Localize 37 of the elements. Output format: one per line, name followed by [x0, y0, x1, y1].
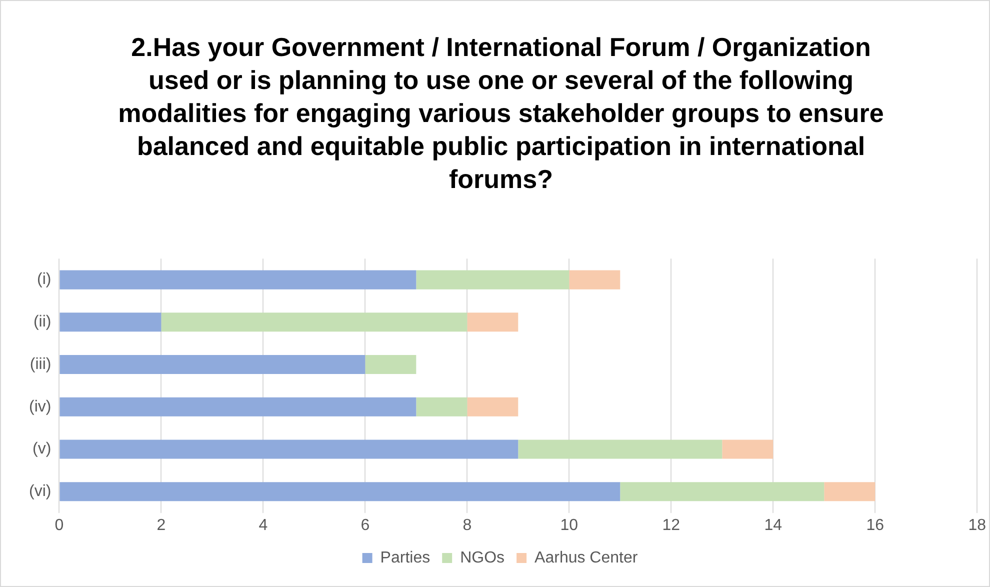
x-tick-label: 18: [968, 516, 986, 534]
bar: [416, 397, 468, 416]
bar: [824, 482, 876, 502]
y-tick-label: (ii): [33, 314, 52, 331]
bar: [467, 397, 518, 416]
legend-label: Parties: [380, 549, 430, 566]
x-tick-label: 4: [258, 516, 268, 534]
x-tick-label: 16: [866, 516, 884, 534]
x-tick-label: 6: [360, 516, 370, 534]
bar: [60, 312, 162, 332]
legend-label: Aarhus Center: [534, 549, 638, 566]
bar: [467, 312, 518, 332]
bar: [620, 482, 824, 502]
bar: [722, 440, 774, 459]
bar: [518, 440, 722, 459]
bar: [569, 270, 620, 290]
y-tick-label: (iii): [30, 356, 52, 373]
bar: [60, 482, 620, 502]
bar: [60, 354, 366, 374]
x-tick-label: 0: [54, 516, 64, 534]
bar: [416, 270, 570, 290]
x-tick-label: 2: [156, 516, 166, 534]
x-tick-label: 10: [560, 516, 578, 534]
bar: [161, 312, 468, 332]
bar: [365, 354, 416, 374]
y-tick-label: (vi): [28, 483, 52, 500]
y-tick-label: (iv): [28, 398, 52, 416]
legend-label: NGOs: [460, 549, 505, 566]
x-tick-label: 12: [662, 516, 680, 534]
x-tick-label: 8: [462, 516, 472, 534]
y-tick-label: (i): [36, 271, 52, 288]
chart-title: 2.Has your Government / International Forum / Organization used or is planning to use one or several of the following modalities for engaging various stakeholder groups to ensure balanced and equitable public participation in international forums?: [117, 31, 885, 196]
bar: [60, 440, 518, 459]
x-tick-label: 14: [764, 516, 782, 534]
bar: [60, 270, 416, 290]
y-tick-label: (v): [32, 440, 52, 458]
bar: [60, 397, 416, 416]
